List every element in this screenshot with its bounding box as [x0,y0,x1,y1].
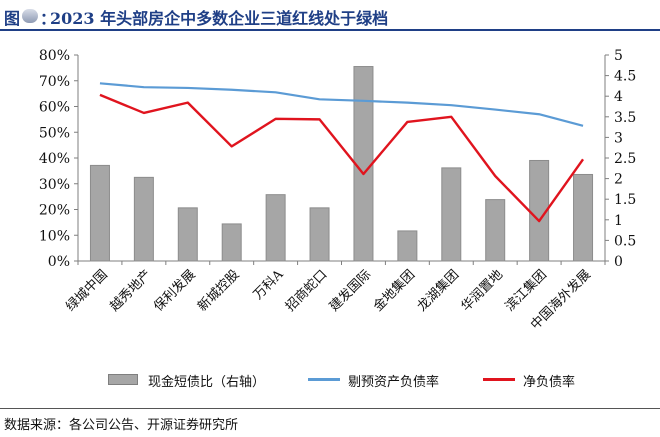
left-tick-label: 20% [39,203,70,219]
x-category-label: 绿城中国 [63,267,110,314]
right-tick-label: 1.5 [614,192,636,208]
chart-canvas: 0% 10% 20% 30% 40% 50% 60% 70% 80% 0 0.5 1 1.5 2 2.5 3 3… [39,48,636,333]
series-line-red [99,93,585,223]
x-category-label: 建发国际 [326,267,374,315]
title-divider [0,29,660,31]
legend-swatch-blue [308,378,340,381]
left-tick-label: 30% [39,177,70,193]
left-tick-label: 40% [39,151,70,167]
bar-8 [397,230,418,262]
right-tick-label: 0.5 [614,233,636,249]
x-category-label: 招商蛇口 [283,267,330,314]
source-divider [0,408,660,409]
left-tick-label: 80% [39,48,70,64]
bar-3 [177,207,198,262]
left-tick-label: 10% [39,228,70,244]
figure-header: 图 ： 2023 年头部房企中多数企业三道红线处于绿档 [0,0,660,34]
bar-12 [573,173,594,262]
x-category-label: 金地集团 [370,267,418,315]
bar-10 [485,199,506,262]
left-tick-label: 60% [39,100,70,116]
bar-2 [133,176,154,262]
bar-7 [353,66,374,262]
x-category-label: 万科A [251,267,287,303]
legend-label-bar: 现金短债比（右轴） [148,375,266,390]
figure-colon: ： [40,9,57,28]
legend-label-red: 净负债率 [523,375,576,390]
x-category-label: 新城控股 [194,267,242,315]
right-tick-label: 2.5 [614,151,636,167]
right-tick-label: 4.5 [614,69,636,85]
figure-bullet-icon [22,9,38,23]
legend-label-blue: 剔预资产负债率 [348,375,440,390]
x-category-label: 华润置地 [459,267,506,314]
left-tick-label: 0% [48,254,70,270]
series-line-blue [99,82,584,127]
right-tick-label: 4 [614,89,623,105]
right-tick-label: 5 [614,48,623,64]
right-tick-label: 3 [614,130,623,146]
right-tick-label: 2 [614,172,623,188]
right-tick-label: 0 [614,254,623,270]
legend-swatch-bar [108,374,138,385]
right-tick-label: 1 [614,213,623,229]
right-tick-label: 3.5 [614,110,636,126]
bar-1 [89,164,110,262]
bar-6 [309,207,330,262]
left-tick-label: 70% [39,74,70,90]
legend-swatch-red [483,378,515,381]
bar-4 [221,223,242,262]
figure-label: 图 [4,9,21,28]
bar-5 [265,194,286,262]
chart-title: 2023 年头部房企中多数企业三道红线处于绿档 [50,9,389,28]
bar-9 [441,167,462,262]
left-tick-label: 50% [39,125,70,141]
x-category-label: 越秀地产 [107,267,154,314]
x-category-label: 保利发展 [151,267,199,315]
source-note: 数据来源：各公司公告、开源证券研究所 [4,418,239,433]
x-category-label: 龙湖集团 [414,267,462,315]
